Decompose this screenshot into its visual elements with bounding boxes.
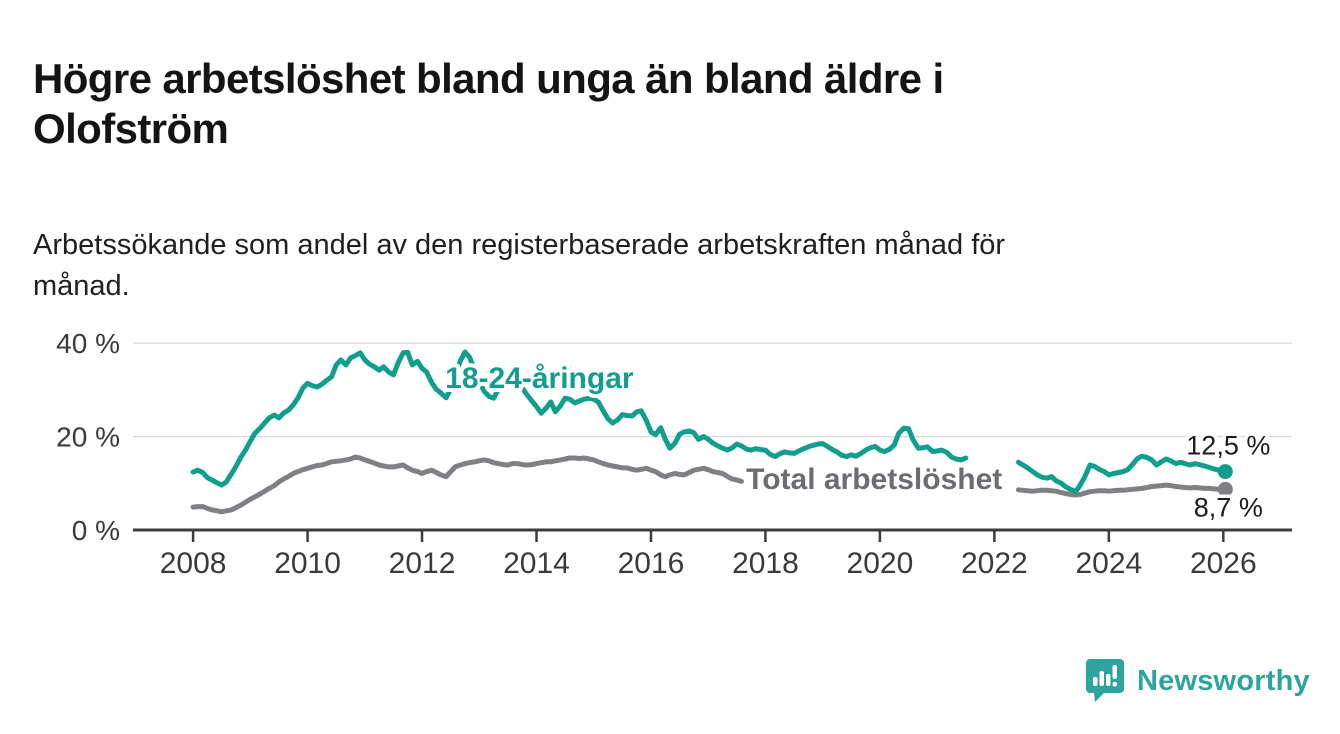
x-axis-tick-label: 2008 [160,547,227,580]
exclamation-bar [1112,665,1117,679]
x-axis-tick-label: 2010 [274,547,341,580]
x-axis-tick-label: 2024 [1075,547,1142,580]
page-subtitle-line2: månad. [33,270,130,303]
y-axis-tick-label: 0 % [72,515,120,546]
newsworthy-logo-text: Newsworthy [1137,664,1310,697]
series-inline-label-18-24-åringar: 18-24-åringar [445,362,634,395]
page-title-line2: Olofström [33,105,229,153]
series-end-value-label-18-24-åringar: 12,5 % [1186,431,1270,461]
speech-bubble-shape [1086,659,1124,702]
bar-chart-bar1 [1093,677,1098,686]
x-axis-tick-label: 2016 [618,547,685,580]
x-axis-tick-label: 2018 [732,547,799,580]
x-axis-tick-label: 2020 [847,547,914,580]
y-axis-tick-label: 20 % [56,422,120,453]
series-end-dot-total-arbetslöshet [1217,481,1233,497]
series-end-value-label-total-arbetslöshet: 8,7 % [1194,492,1263,522]
series-line-18-24-åringar-seg1 [190,349,969,488]
newsworthy-logo-icon [1086,659,1124,702]
series-end-dot-18-24-åringar [1217,464,1233,480]
x-axis-tick-label: 2012 [389,547,456,580]
newsworthy-logo: Newsworthy [1086,655,1316,707]
bar-chart-bar3 [1106,674,1111,686]
bar-chart-bar2 [1099,671,1104,686]
x-axis-tick-label: 2026 [1190,547,1257,580]
x-axis-tick-label: 2022 [961,547,1028,580]
x-axis-tick-label: 2014 [503,547,570,580]
series-line-total-arbetslöshet-seg1 [190,454,744,515]
page-title: Högre arbetslöshet bland unga än bland ä… [33,54,1313,154]
page-subtitle-line1: Arbetssökande som andel av den registerb… [33,229,1006,261]
exclamation-dot [1112,682,1117,687]
page-title-line1: Högre arbetslöshet bland unga än bland ä… [33,55,944,103]
series-line-18-24-åringar-seg2 [1015,453,1226,495]
series-inline-label-total-arbetslöshet: Total arbetslöshet [746,463,1002,496]
y-axis-tick-label: 40 % [56,328,120,359]
page-subtitle: Arbetssökande som andel av den registerb… [33,225,1313,307]
series-line-total-arbetslöshet-seg2 [1015,482,1226,498]
